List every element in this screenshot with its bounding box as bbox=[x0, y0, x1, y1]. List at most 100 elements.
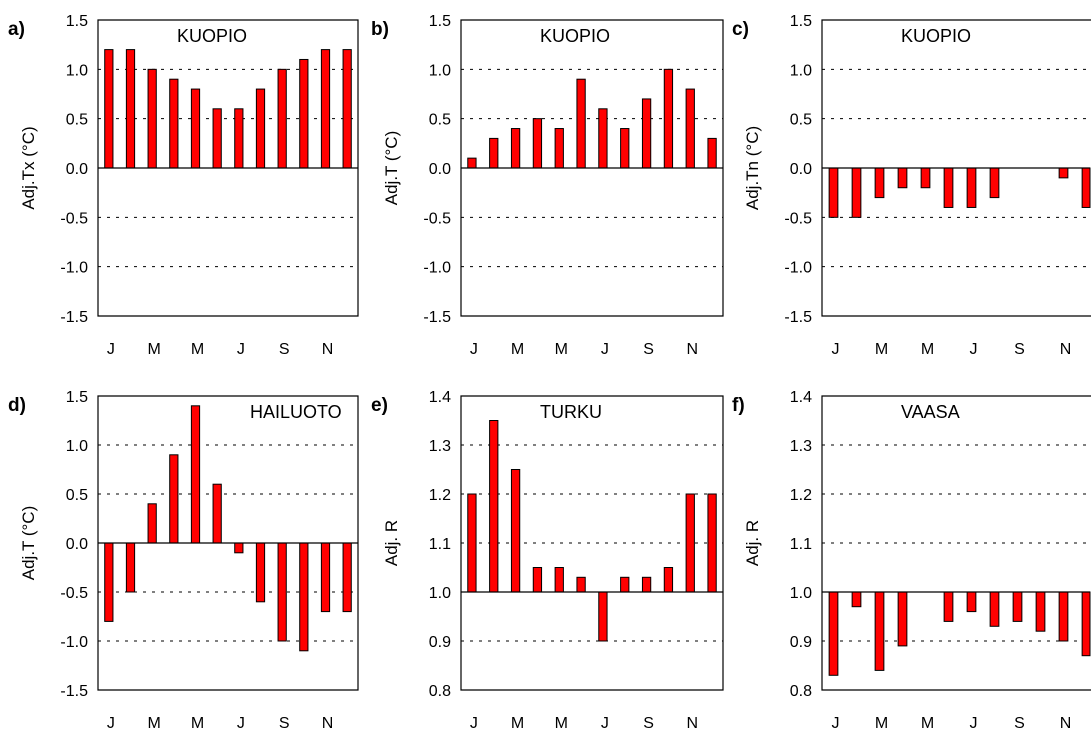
bar-a-8 bbox=[989, 591, 1000, 627]
bar-s-9 bbox=[641, 576, 652, 593]
y-tick-label: 0.9 bbox=[790, 634, 812, 651]
bar-j-7 bbox=[598, 591, 608, 642]
x-tick-label: J bbox=[970, 341, 978, 358]
y-tick-label: 0.8 bbox=[429, 683, 451, 700]
bar-j-6 bbox=[943, 591, 954, 622]
x-tick-label: M bbox=[555, 341, 568, 358]
bar-f-2 bbox=[125, 49, 136, 169]
y-tick-label: 0.0 bbox=[66, 161, 88, 178]
panel-label: c) bbox=[732, 19, 749, 40]
x-tick-label: J bbox=[970, 715, 978, 732]
bar-m-5 bbox=[920, 167, 931, 189]
bar-f-2 bbox=[489, 137, 499, 169]
y-tick-label: 1.3 bbox=[429, 438, 451, 455]
y-tick-label: -1.0 bbox=[784, 260, 812, 277]
bar-f-2 bbox=[489, 420, 499, 593]
x-tick-label: M bbox=[191, 715, 204, 732]
y-tick-label: 1.1 bbox=[429, 536, 451, 553]
y-tick-label: -0.5 bbox=[60, 585, 88, 602]
x-tick-label: J bbox=[237, 715, 245, 732]
chart-panel-4: 1.5 1.0 0.5 0.0 -0.5 -1.0 -1.5 J M M J S N Adj.T (°C)… bbox=[8, 389, 359, 732]
y-tick-label: 0.5 bbox=[429, 112, 451, 129]
y-tick-label: -1.0 bbox=[423, 260, 451, 277]
bar-s-9 bbox=[277, 542, 287, 642]
x-tick-label: M bbox=[921, 341, 934, 358]
x-tick-label: N bbox=[1060, 341, 1072, 358]
y-tick-label: -0.5 bbox=[423, 210, 451, 227]
x-tick-label: M bbox=[921, 715, 934, 732]
y-tick-label: 0.5 bbox=[66, 112, 88, 129]
x-tick-label: M bbox=[148, 715, 161, 732]
panel-label: a) bbox=[8, 19, 25, 40]
bar-j-7 bbox=[598, 108, 608, 169]
x-tick-label: J bbox=[107, 341, 115, 358]
bar-m-3 bbox=[510, 469, 521, 593]
y-tick-label: 1.0 bbox=[429, 62, 451, 79]
y-tick-label: 1.5 bbox=[429, 13, 451, 30]
x-tick-label: J bbox=[470, 715, 478, 732]
bar-f-2 bbox=[125, 542, 136, 593]
x-tick-label: S bbox=[643, 341, 654, 358]
bar-j-6 bbox=[212, 108, 222, 169]
bar-a-8 bbox=[255, 88, 266, 169]
x-tick-label: S bbox=[1014, 715, 1025, 732]
x-tick-label: J bbox=[601, 341, 609, 358]
bar-j-7 bbox=[234, 542, 244, 554]
y-tick-label: -0.5 bbox=[60, 210, 88, 227]
bar-s-9 bbox=[1012, 591, 1023, 622]
y-tick-label: -1.5 bbox=[423, 309, 451, 326]
bar-j-6 bbox=[212, 483, 222, 544]
y-axis-label: Adj. R bbox=[382, 520, 401, 566]
x-tick-label: J bbox=[237, 341, 245, 358]
y-tick-label: -1.5 bbox=[60, 683, 88, 700]
x-tick-label: J bbox=[832, 715, 840, 732]
bar-o-10 bbox=[299, 58, 309, 169]
bar-j-6 bbox=[943, 167, 954, 208]
bar-j-1 bbox=[104, 542, 114, 622]
y-tick-label: -1.5 bbox=[784, 309, 812, 326]
station-name: VAASA bbox=[901, 402, 960, 422]
x-tick-label: N bbox=[322, 715, 334, 732]
bar-d-12 bbox=[1081, 167, 1091, 208]
plot-frame bbox=[821, 19, 1091, 317]
chart-panel-2: 1.5 1.0 0.5 0.0 -0.5 -1.0 -1.5 J M M J S N Adj.T (°C)… bbox=[371, 13, 724, 358]
y-tick-label: -1.0 bbox=[60, 634, 88, 651]
bar-n-11 bbox=[320, 542, 331, 613]
bar-f-2 bbox=[851, 591, 862, 608]
y-tick-label: 0.0 bbox=[66, 536, 88, 553]
y-axis-label: Adj.T (°C) bbox=[19, 506, 38, 581]
bar-d-12 bbox=[707, 137, 717, 169]
bar-a-8 bbox=[620, 128, 630, 169]
y-tick-label: 1.4 bbox=[429, 389, 451, 406]
bar-j-1 bbox=[828, 167, 839, 218]
x-tick-label: M bbox=[511, 715, 524, 732]
bar-j-1 bbox=[104, 49, 114, 169]
bar-a-4 bbox=[897, 167, 908, 189]
bar-n-11 bbox=[1058, 591, 1069, 642]
chart-panel-1: 1.5 1.0 0.5 0.0 -0.5 -1.0 -1.5 J M M J S N Adj.Tx (°C… bbox=[8, 13, 359, 358]
bar-j-7 bbox=[966, 167, 977, 208]
y-tick-label: 0.9 bbox=[429, 634, 451, 651]
bar-n-11 bbox=[320, 49, 331, 169]
bar-m-3 bbox=[874, 167, 885, 199]
bar-a-8 bbox=[620, 576, 630, 593]
bar-n-11 bbox=[685, 493, 695, 593]
bar-d-12 bbox=[1081, 591, 1091, 657]
x-tick-label: M bbox=[555, 715, 568, 732]
y-tick-label: 1.4 bbox=[790, 389, 812, 406]
x-tick-label: S bbox=[643, 715, 654, 732]
y-tick-label: -1.5 bbox=[60, 309, 88, 326]
x-tick-label: N bbox=[686, 715, 698, 732]
bar-j-1 bbox=[828, 591, 839, 676]
plot-frame bbox=[460, 395, 724, 691]
panel-label: d) bbox=[8, 395, 26, 416]
bar-a-4 bbox=[532, 118, 543, 169]
station-name: TURKU bbox=[540, 402, 602, 422]
x-tick-label: M bbox=[148, 341, 161, 358]
bar-n-11 bbox=[685, 88, 695, 169]
x-tick-label: M bbox=[875, 715, 888, 732]
y-tick-label: 0.5 bbox=[790, 112, 812, 129]
y-tick-label: 1.5 bbox=[66, 389, 88, 406]
station-name: KUOPIO bbox=[901, 26, 971, 46]
y-tick-label: -0.5 bbox=[784, 210, 812, 227]
